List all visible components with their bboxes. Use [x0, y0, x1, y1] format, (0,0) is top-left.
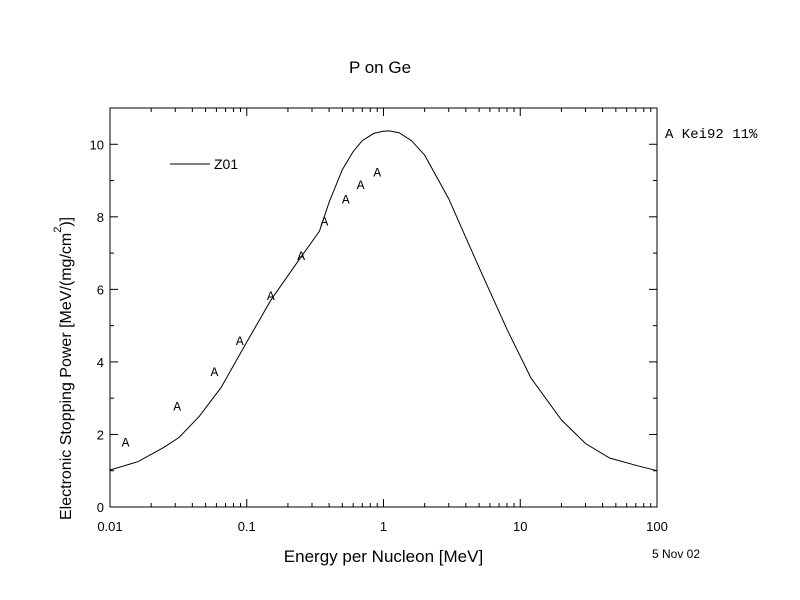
date-label: 5 Nov 02 — [652, 547, 701, 561]
y-tick-label: 4 — [97, 355, 104, 370]
data-point-marker: A — [321, 214, 329, 229]
data-point-marker: A — [210, 365, 218, 380]
marker-legend: A Kei92 11% — [665, 127, 758, 143]
data-point-marker: A — [236, 334, 244, 349]
x-axis-label: Energy per Nucleon [MeV] — [283, 547, 484, 566]
y-tick-label: 0 — [97, 500, 104, 515]
data-point-marker: A — [342, 193, 350, 208]
axis-tick-labels: 0.01 0.1 1 10 100 0 2 4 6 8 10 — [90, 137, 668, 534]
data-point-marker: A — [297, 249, 305, 264]
plot-frame — [109, 107, 658, 508]
x-tick-label: 0.01 — [97, 519, 122, 534]
axis-ticks — [109, 107, 658, 508]
x-tick-label: 100 — [646, 519, 668, 534]
y-tick-label: 8 — [97, 210, 104, 225]
chart-title: P on Ge — [348, 58, 412, 77]
legend-label-z01: Z01 — [214, 156, 238, 172]
data-point-marker: A — [357, 178, 365, 193]
y-tick-label: 2 — [97, 427, 104, 442]
y-tick-label: 6 — [97, 282, 104, 297]
series-line-z01 — [109, 130, 658, 472]
data-point-marker: A — [122, 436, 130, 451]
y-tick-label: 10 — [90, 137, 104, 152]
x-tick-label: 10 — [513, 519, 527, 534]
x-tick-label: 0.1 — [238, 519, 256, 534]
data-point-marker: A — [173, 399, 181, 414]
legend: Z01 — [170, 156, 238, 172]
data-point-marker: A — [267, 289, 275, 304]
x-tick-label: 1 — [380, 519, 387, 534]
data-point-marker: A — [373, 165, 381, 180]
